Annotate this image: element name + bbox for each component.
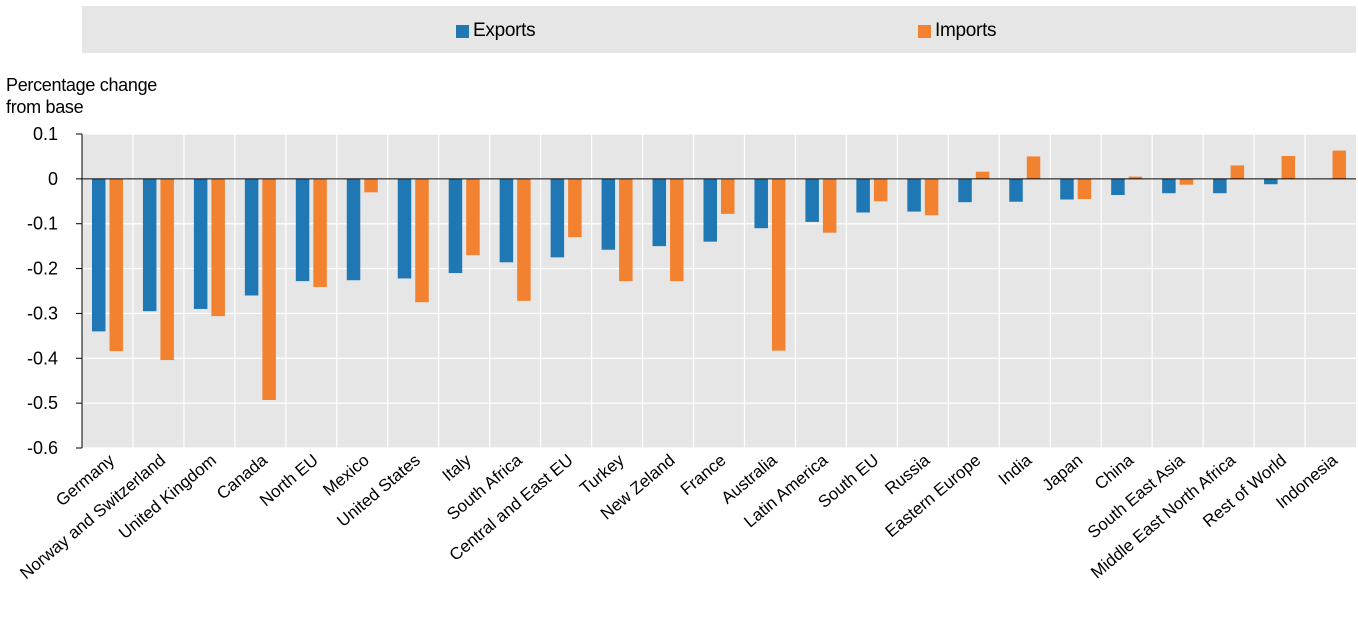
legend-swatch-exports (456, 24, 469, 38)
x-tick-label: India (995, 450, 1036, 489)
bar-exports-20 (1060, 178, 1074, 200)
legend-label-exports: Exports (473, 20, 536, 41)
bar-exports-21 (1111, 178, 1125, 196)
bar-imports-13 (721, 178, 735, 214)
bar-imports-1 (109, 178, 123, 352)
bar-exports-16 (856, 178, 870, 213)
bar-imports-17 (924, 178, 939, 216)
x-tick-label: Japan (1039, 451, 1087, 495)
bar-imports-15 (822, 178, 837, 233)
bar-imports-10 (568, 178, 582, 238)
y-tick-label: -0.6 (27, 438, 58, 458)
bar-imports-25 (1332, 150, 1347, 179)
bar-imports-18 (975, 171, 990, 179)
bar-exports-22 (1162, 178, 1176, 194)
legend-label-imports: Imports (935, 20, 997, 41)
bar-exports-15 (805, 178, 819, 222)
bar-exports-7 (397, 178, 412, 279)
bar-exports-12 (652, 178, 667, 247)
bar-imports-21 (1128, 176, 1143, 179)
y-axis-label: Percentage change from base (6, 74, 226, 118)
y-tick-label: 0 (48, 169, 58, 189)
legend-item-exports: Exports (456, 20, 536, 41)
bar-imports-14 (771, 178, 786, 351)
bar-exports-8 (448, 178, 463, 274)
y-tick-label: -0.4 (27, 348, 58, 368)
x-tick-label: Italy (439, 450, 475, 485)
bar-exports-19 (1009, 178, 1023, 202)
legend-swatch-imports (918, 24, 931, 38)
bar-exports-17 (907, 178, 921, 212)
bar-exports-18 (958, 178, 972, 203)
bar-imports-4 (262, 178, 276, 401)
bar-imports-7 (415, 178, 429, 303)
bar-imports-12 (670, 178, 684, 282)
bar-imports-8 (466, 178, 480, 256)
bar-exports-1 (91, 178, 106, 332)
y-tick-label: -0.3 (27, 303, 58, 323)
bar-exports-5 (295, 178, 310, 282)
bar-imports-23 (1230, 165, 1245, 179)
bar-exports-6 (346, 178, 361, 281)
y-tick-label: -0.1 (27, 214, 58, 234)
bar-imports-9 (517, 178, 531, 301)
bar-exports-14 (754, 178, 768, 229)
bar-exports-10 (550, 178, 565, 258)
bar-exports-9 (499, 178, 514, 263)
y-axis-label-line-2: from base (6, 97, 84, 117)
bar-exports-24 (1264, 178, 1278, 185)
bar-imports-3 (211, 178, 225, 317)
bar-exports-11 (601, 178, 616, 250)
bar-imports-2 (160, 178, 174, 361)
y-axis-label-line-1: Percentage change (6, 75, 158, 95)
plot-area (82, 134, 1356, 448)
legend-item-imports: Imports (918, 20, 997, 41)
bar-imports-22 (1179, 178, 1194, 185)
x-tick-label: China (1091, 450, 1138, 493)
bar-imports-6 (364, 178, 378, 193)
x-tick-label: Eastern Europe (882, 451, 985, 541)
bar-exports-4 (244, 178, 259, 296)
bar-imports-5 (313, 178, 327, 287)
bar-exports-23 (1213, 178, 1227, 194)
bar-imports-16 (873, 178, 888, 202)
bar-exports-2 (142, 178, 157, 312)
y-tick-label: 0.1 (33, 124, 58, 144)
bar-exports-3 (193, 178, 208, 309)
bar-exports-13 (703, 178, 717, 242)
bar-imports-19 (1026, 156, 1041, 179)
legend: Exports Imports (82, 6, 1356, 53)
bar-imports-20 (1077, 178, 1092, 200)
y-tick-label: -0.2 (27, 259, 58, 279)
y-tick-label: -0.5 (27, 393, 58, 413)
bar-imports-24 (1281, 155, 1296, 179)
bar-imports-11 (619, 178, 633, 282)
